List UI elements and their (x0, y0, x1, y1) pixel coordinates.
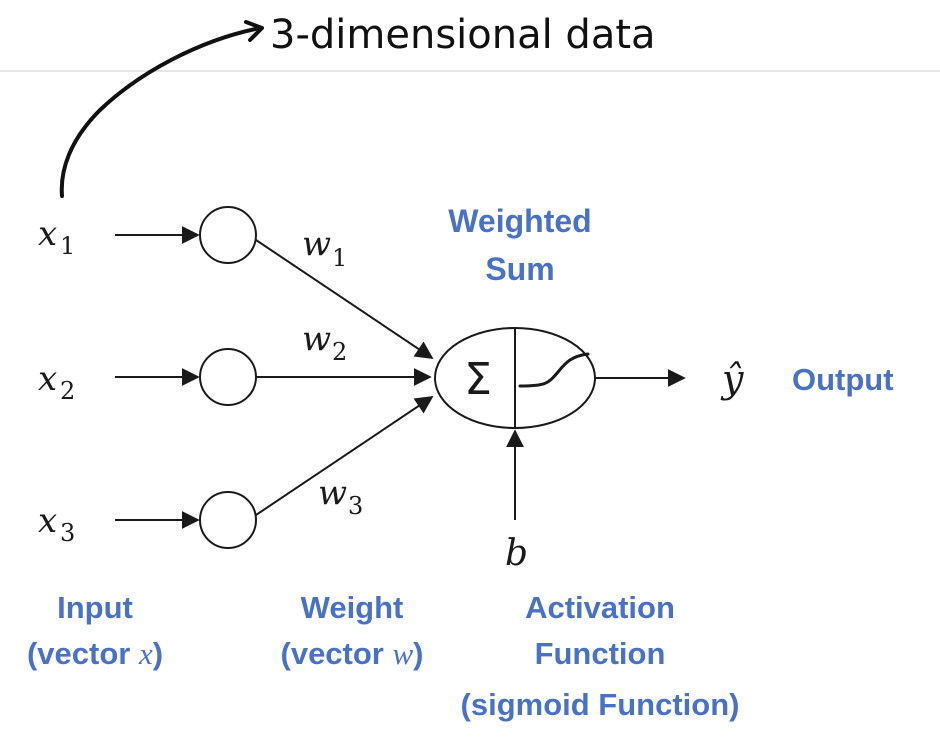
input-x1: x 1 (38, 214, 75, 260)
weighted-sum-label-line2: Sum (485, 251, 554, 287)
input-x3: x 3 (38, 501, 75, 547)
activation-label-line2: Function (535, 636, 666, 671)
input-label-suffix: ) (153, 636, 163, 671)
input-x2-subscript: 2 (60, 377, 75, 405)
weight-w2-subscript: 2 (332, 338, 347, 366)
weight-label-suffix: ) (413, 636, 423, 671)
input-node-3 (199, 491, 257, 549)
input-x2: x 2 (38, 359, 75, 405)
weight-w2: w 2 (302, 319, 347, 366)
output-label: Output (792, 362, 894, 397)
weight-connection-1 (255, 239, 434, 360)
weight-w1-subscript: 1 (332, 244, 347, 272)
handwritten-note: 3-dimensional data (270, 12, 656, 58)
weight-label-line2: (vector w) (281, 636, 424, 671)
header-band (0, 0, 940, 70)
activation-label-line3: (sigmoid Function) (461, 687, 740, 722)
weight-label-var: w (392, 636, 413, 671)
weight-label-prefix: (vector (281, 636, 393, 671)
weight-w2-symbol: w (302, 319, 331, 359)
input-label-var: x (138, 636, 153, 671)
weighted-sum-label-line1: Weighted (448, 203, 591, 239)
handwritten-curve-arrow (59, 26, 262, 198)
weight-w3: w 3 (318, 473, 363, 520)
input-x3-symbol: x (38, 501, 57, 541)
input-x1-symbol: x (38, 214, 57, 254)
input-x2-symbol: x (38, 359, 57, 399)
input-label-line1: Input (57, 590, 133, 625)
sigmoid-curve-icon (518, 352, 590, 388)
sum-symbol: Σ (464, 354, 492, 405)
handwritten-arrowhead (244, 20, 264, 42)
weight-w3-subscript: 3 (348, 492, 363, 520)
input-label-line2: (vector x) (27, 636, 163, 671)
activation-label-line1: Activation (525, 590, 675, 625)
input-x3-subscript: 3 (60, 519, 75, 547)
input-node-2 (199, 348, 257, 406)
weight-w1-symbol: w (302, 224, 331, 264)
neuron: Σ (434, 327, 596, 429)
output-symbol: ŷ (720, 357, 744, 401)
weight-connection-3 (255, 395, 434, 516)
input-label-prefix: (vector (27, 636, 139, 671)
weight-label-line1: Weight (301, 590, 404, 625)
input-node-1 (199, 206, 257, 264)
bias-symbol: b (505, 533, 528, 574)
input-x1-subscript: 1 (60, 232, 75, 260)
weight-w3-symbol: w (318, 473, 347, 513)
weight-w1: w 1 (302, 224, 347, 272)
